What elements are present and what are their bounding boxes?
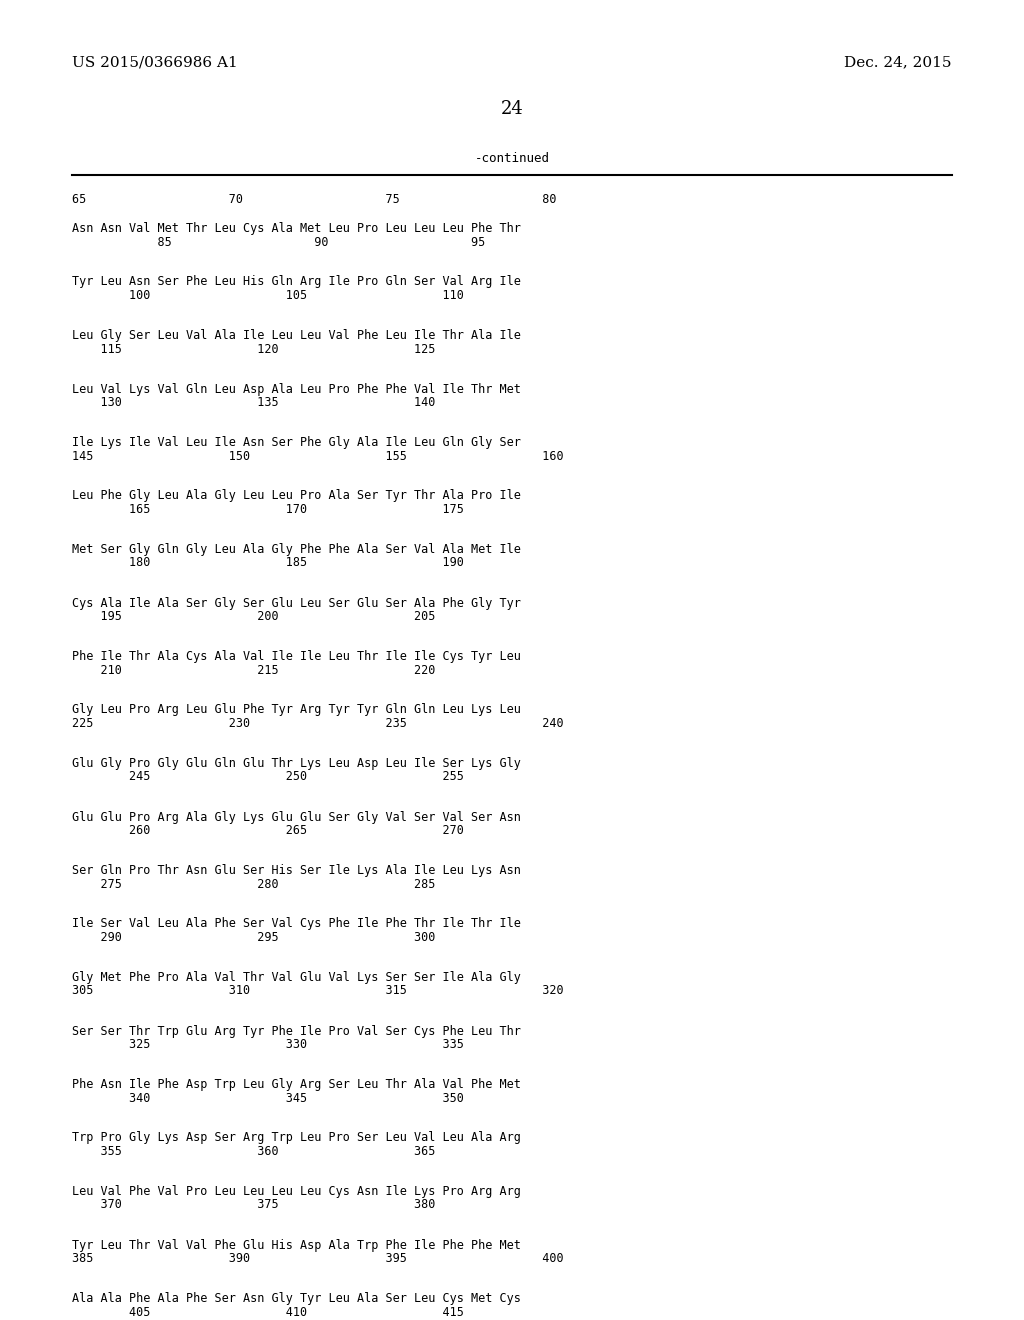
Text: 210                   215                   220: 210 215 220 [72, 664, 435, 676]
Text: 305                   310                   315                   320: 305 310 315 320 [72, 985, 563, 998]
Text: Ile Lys Ile Val Leu Ile Asn Ser Phe Gly Ala Ile Leu Gln Gly Ser: Ile Lys Ile Val Leu Ile Asn Ser Phe Gly … [72, 436, 521, 449]
Text: 195                   200                   205: 195 200 205 [72, 610, 435, 623]
Text: US 2015/0366986 A1: US 2015/0366986 A1 [72, 55, 238, 69]
Text: -continued: -continued [474, 152, 550, 165]
Text: 325                   330                   335: 325 330 335 [72, 1038, 464, 1051]
Text: 355                   360                   365: 355 360 365 [72, 1144, 435, 1158]
Text: 65                    70                    75                    80: 65 70 75 80 [72, 193, 556, 206]
Text: 115                   120                   125: 115 120 125 [72, 342, 435, 355]
Text: 180                   185                   190: 180 185 190 [72, 557, 464, 569]
Text: Leu Phe Gly Leu Ala Gly Leu Leu Pro Ala Ser Tyr Thr Ala Pro Ile: Leu Phe Gly Leu Ala Gly Leu Leu Pro Ala … [72, 490, 521, 503]
Text: 165                   170                   175: 165 170 175 [72, 503, 464, 516]
Text: Ser Gln Pro Thr Asn Glu Ser His Ser Ile Lys Ala Ile Leu Lys Asn: Ser Gln Pro Thr Asn Glu Ser His Ser Ile … [72, 865, 521, 876]
Text: 145                   150                   155                   160: 145 150 155 160 [72, 450, 563, 462]
Text: 370                   375                   380: 370 375 380 [72, 1199, 435, 1212]
Text: 245                   250                   255: 245 250 255 [72, 771, 464, 784]
Text: 260                   265                   270: 260 265 270 [72, 824, 464, 837]
Text: Cys Ala Ile Ala Ser Gly Ser Glu Leu Ser Glu Ser Ala Phe Gly Tyr: Cys Ala Ile Ala Ser Gly Ser Glu Leu Ser … [72, 597, 521, 610]
Text: 385                   390                   395                   400: 385 390 395 400 [72, 1251, 563, 1265]
Text: Phe Asn Ile Phe Asp Trp Leu Gly Arg Ser Leu Thr Ala Val Phe Met: Phe Asn Ile Phe Asp Trp Leu Gly Arg Ser … [72, 1078, 521, 1092]
Text: Ala Ala Phe Ala Phe Ser Asn Gly Tyr Leu Ala Ser Leu Cys Met Cys: Ala Ala Phe Ala Phe Ser Asn Gly Tyr Leu … [72, 1292, 521, 1305]
Text: Trp Pro Gly Lys Asp Ser Arg Trp Leu Pro Ser Leu Val Leu Ala Arg: Trp Pro Gly Lys Asp Ser Arg Trp Leu Pro … [72, 1131, 521, 1144]
Text: 340                   345                   350: 340 345 350 [72, 1092, 464, 1105]
Text: Glu Glu Pro Arg Ala Gly Lys Glu Glu Ser Gly Val Ser Val Ser Asn: Glu Glu Pro Arg Ala Gly Lys Glu Glu Ser … [72, 810, 521, 824]
Text: 130                   135                   140: 130 135 140 [72, 396, 435, 409]
Text: 100                   105                   110: 100 105 110 [72, 289, 464, 302]
Text: Leu Val Lys Val Gln Leu Asp Ala Leu Pro Phe Phe Val Ile Thr Met: Leu Val Lys Val Gln Leu Asp Ala Leu Pro … [72, 383, 521, 396]
Text: Met Ser Gly Gln Gly Leu Ala Gly Phe Phe Ala Ser Val Ala Met Ile: Met Ser Gly Gln Gly Leu Ala Gly Phe Phe … [72, 543, 521, 556]
Text: Dec. 24, 2015: Dec. 24, 2015 [845, 55, 952, 69]
Text: Phe Ile Thr Ala Cys Ala Val Ile Ile Leu Thr Ile Ile Cys Tyr Leu: Phe Ile Thr Ala Cys Ala Val Ile Ile Leu … [72, 649, 521, 663]
Text: 290                   295                   300: 290 295 300 [72, 931, 435, 944]
Text: Gly Met Phe Pro Ala Val Thr Val Glu Val Lys Ser Ser Ile Ala Gly: Gly Met Phe Pro Ala Val Thr Val Glu Val … [72, 972, 521, 983]
Text: Gly Leu Pro Arg Leu Glu Phe Tyr Arg Tyr Tyr Gln Gln Leu Lys Leu: Gly Leu Pro Arg Leu Glu Phe Tyr Arg Tyr … [72, 704, 521, 717]
Text: Leu Gly Ser Leu Val Ala Ile Leu Leu Val Phe Leu Ile Thr Ala Ile: Leu Gly Ser Leu Val Ala Ile Leu Leu Val … [72, 329, 521, 342]
Text: Asn Asn Val Met Thr Leu Cys Ala Met Leu Pro Leu Leu Leu Phe Thr: Asn Asn Val Met Thr Leu Cys Ala Met Leu … [72, 222, 521, 235]
Text: 275                   280                   285: 275 280 285 [72, 878, 435, 891]
Text: Ser Ser Thr Trp Glu Arg Tyr Phe Ile Pro Val Ser Cys Phe Leu Thr: Ser Ser Thr Trp Glu Arg Tyr Phe Ile Pro … [72, 1024, 521, 1038]
Text: Leu Val Phe Val Pro Leu Leu Leu Leu Cys Asn Ile Lys Pro Arg Arg: Leu Val Phe Val Pro Leu Leu Leu Leu Cys … [72, 1185, 521, 1199]
Text: 225                   230                   235                   240: 225 230 235 240 [72, 717, 563, 730]
Text: 24: 24 [501, 100, 523, 117]
Text: Tyr Leu Thr Val Val Phe Glu His Asp Ala Trp Phe Ile Phe Phe Met: Tyr Leu Thr Val Val Phe Glu His Asp Ala … [72, 1238, 521, 1251]
Text: Ile Ser Val Leu Ala Phe Ser Val Cys Phe Ile Phe Thr Ile Thr Ile: Ile Ser Val Leu Ala Phe Ser Val Cys Phe … [72, 917, 521, 931]
Text: Glu Gly Pro Gly Glu Gln Glu Thr Lys Leu Asp Leu Ile Ser Lys Gly: Glu Gly Pro Gly Glu Gln Glu Thr Lys Leu … [72, 756, 521, 770]
Text: 405                   410                   415: 405 410 415 [72, 1305, 464, 1319]
Text: Tyr Leu Asn Ser Phe Leu His Gln Arg Ile Pro Gln Ser Val Arg Ile: Tyr Leu Asn Ser Phe Leu His Gln Arg Ile … [72, 276, 521, 289]
Text: 85                    90                    95: 85 90 95 [72, 235, 485, 248]
